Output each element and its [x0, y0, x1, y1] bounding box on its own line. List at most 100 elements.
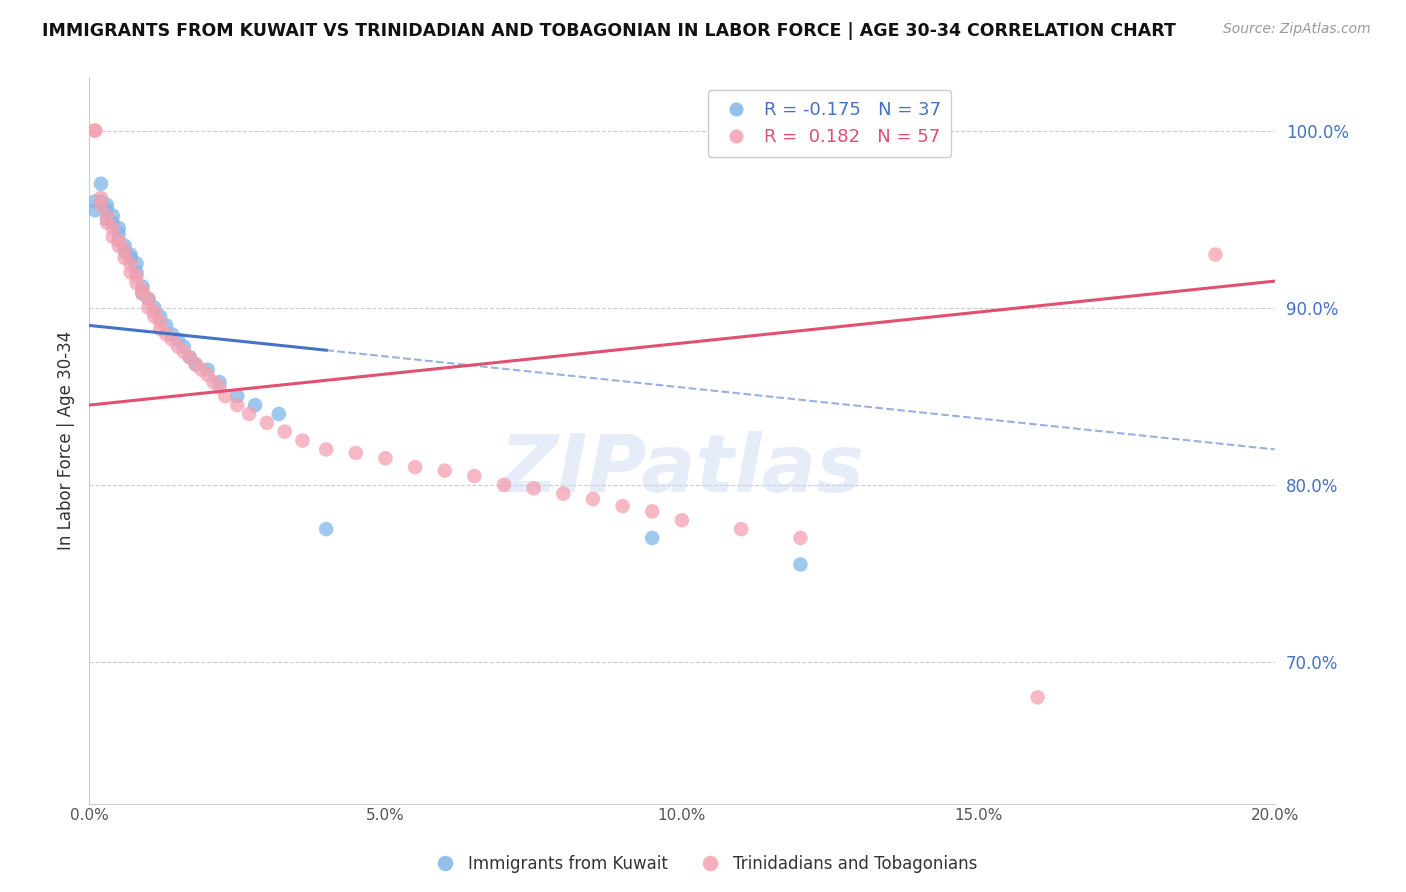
Point — [107, 221, 129, 235]
Point — [179, 351, 201, 365]
Point — [226, 389, 249, 403]
Point — [101, 216, 124, 230]
Point — [553, 486, 575, 500]
Text: IMMIGRANTS FROM KUWAIT VS TRINIDADIAN AND TOBAGONIAN IN LABOR FORCE | AGE 30-34 : IMMIGRANTS FROM KUWAIT VS TRINIDADIAN AN… — [42, 22, 1175, 40]
Point — [612, 499, 634, 513]
Text: ZIPatlas: ZIPatlas — [499, 431, 865, 508]
Point — [149, 310, 172, 324]
Point — [114, 244, 136, 258]
Point — [273, 425, 295, 439]
Point — [315, 442, 337, 457]
Point — [179, 351, 201, 365]
Point — [155, 327, 177, 342]
Point — [138, 292, 160, 306]
Point — [641, 531, 664, 545]
Point — [131, 286, 153, 301]
Point — [120, 247, 142, 261]
Point — [114, 238, 136, 252]
Point — [114, 251, 136, 265]
Point — [149, 322, 172, 336]
Point — [90, 194, 112, 209]
Point — [463, 469, 485, 483]
Point — [202, 375, 225, 389]
Point — [114, 244, 136, 258]
Point — [96, 198, 118, 212]
Point — [1204, 247, 1226, 261]
Point — [120, 265, 142, 279]
Point — [143, 304, 166, 318]
Point — [226, 398, 249, 412]
Point — [90, 177, 112, 191]
Point — [131, 283, 153, 297]
Point — [101, 209, 124, 223]
Point — [190, 362, 212, 376]
Text: Source: ZipAtlas.com: Source: ZipAtlas.com — [1223, 22, 1371, 37]
Point — [107, 233, 129, 247]
Point — [96, 212, 118, 227]
Point — [131, 286, 153, 301]
Point — [184, 357, 207, 371]
Point — [730, 522, 752, 536]
Point — [315, 522, 337, 536]
Point — [120, 251, 142, 265]
Point — [101, 230, 124, 244]
Point — [84, 123, 107, 137]
Point — [138, 292, 160, 306]
Point — [291, 434, 314, 448]
Point — [214, 389, 236, 403]
Point — [344, 446, 367, 460]
Point — [433, 464, 456, 478]
Point — [107, 233, 129, 247]
Point — [243, 398, 266, 412]
Point — [160, 327, 183, 342]
Point — [155, 318, 177, 333]
Point — [256, 416, 278, 430]
Point — [492, 478, 515, 492]
Legend: Immigrants from Kuwait, Trinidadians and Tobagonians: Immigrants from Kuwait, Trinidadians and… — [422, 848, 984, 880]
Point — [84, 194, 107, 209]
Point — [143, 310, 166, 324]
Point — [1026, 690, 1049, 705]
Point — [404, 460, 426, 475]
Point — [84, 203, 107, 218]
Point — [107, 227, 129, 241]
Point — [167, 340, 190, 354]
Point — [267, 407, 290, 421]
Point — [374, 451, 396, 466]
Point — [167, 333, 190, 347]
Point — [641, 504, 664, 518]
Point — [90, 191, 112, 205]
Point — [90, 198, 112, 212]
Point — [120, 256, 142, 270]
Point — [131, 279, 153, 293]
Point — [208, 375, 231, 389]
Legend: R = -0.175   N = 37, R =  0.182   N = 57: R = -0.175 N = 37, R = 0.182 N = 57 — [707, 90, 952, 157]
Point — [125, 265, 148, 279]
Point — [184, 357, 207, 371]
Point — [173, 340, 195, 354]
Point — [160, 333, 183, 347]
Point — [197, 368, 219, 382]
Point — [523, 481, 546, 495]
Point — [84, 123, 107, 137]
Point — [96, 216, 118, 230]
Point — [149, 315, 172, 329]
Point — [582, 491, 605, 506]
Point — [789, 531, 811, 545]
Point — [125, 256, 148, 270]
Point — [125, 268, 148, 283]
Point — [96, 209, 118, 223]
Point — [238, 407, 260, 421]
Point — [125, 276, 148, 290]
Point — [671, 513, 693, 527]
Point — [96, 203, 118, 218]
Y-axis label: In Labor Force | Age 30-34: In Labor Force | Age 30-34 — [58, 331, 75, 550]
Point — [197, 362, 219, 376]
Point — [138, 301, 160, 315]
Point — [101, 221, 124, 235]
Point — [208, 380, 231, 394]
Point — [789, 558, 811, 572]
Point — [173, 345, 195, 359]
Point — [107, 238, 129, 252]
Point — [143, 301, 166, 315]
